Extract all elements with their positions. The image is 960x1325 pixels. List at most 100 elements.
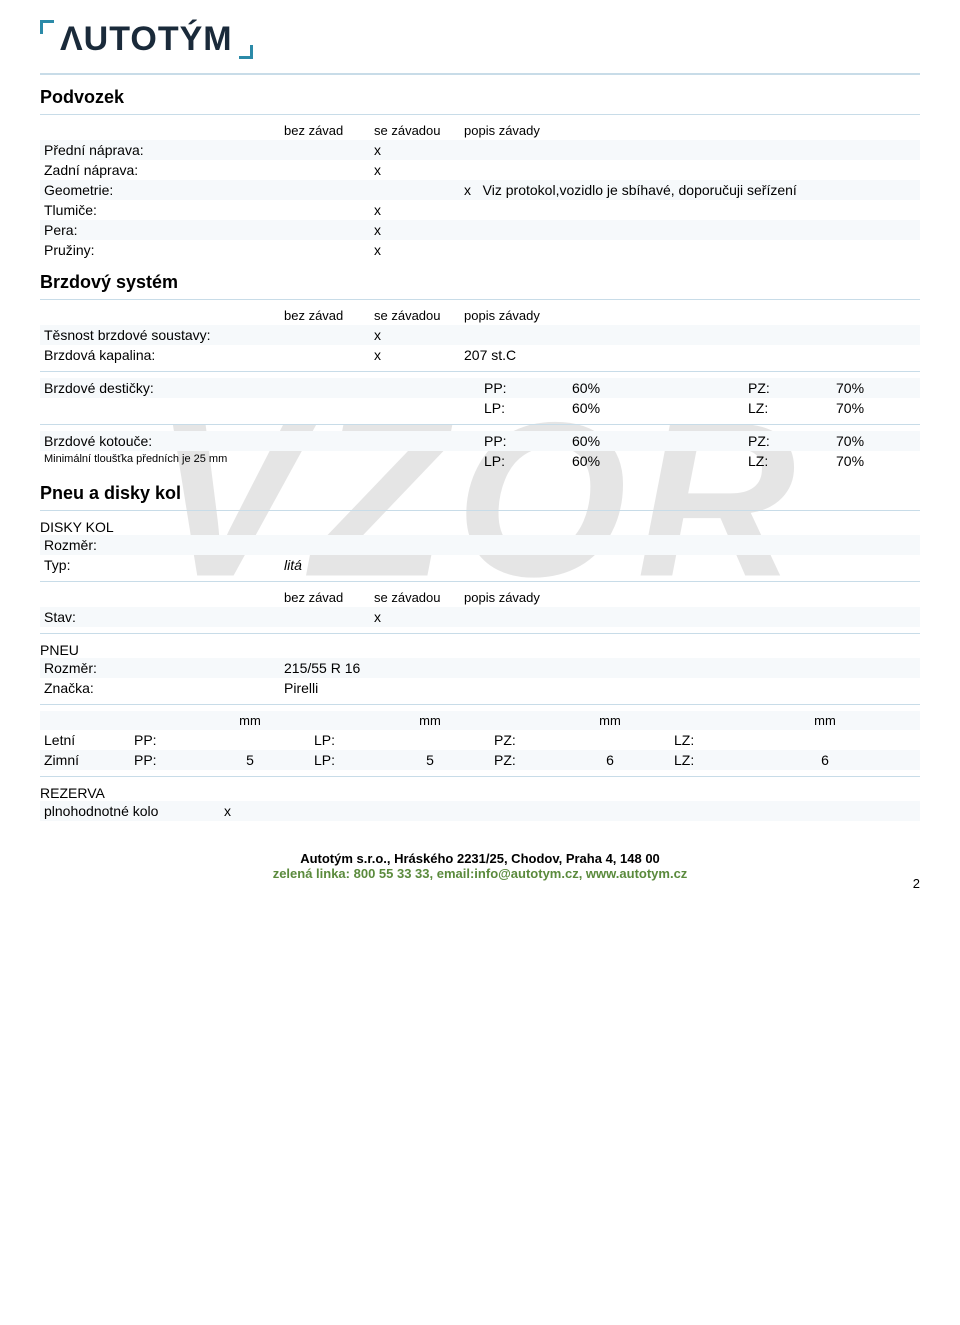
col-header: se závadou (370, 306, 460, 325)
cell: 70% (832, 378, 920, 398)
row-label: Tlumiče: (40, 200, 280, 220)
divider (40, 114, 920, 115)
row-label: Pružiny: (40, 240, 280, 260)
cell (280, 345, 370, 365)
divider (40, 581, 920, 582)
cell (190, 730, 310, 750)
cell: PZ: (490, 750, 550, 770)
row-label: Rozměr: (40, 535, 280, 555)
cell: x (370, 140, 460, 160)
cell: PZ: (744, 378, 832, 398)
cell (370, 180, 460, 200)
subheading-disky: DISKY KOL (40, 519, 920, 535)
cell (280, 200, 370, 220)
row-label: Brzdové kotouče: (40, 431, 480, 451)
table-disky: Rozměr: Typ: litá (40, 535, 920, 575)
section-title-podvozek: Podvozek (40, 87, 920, 108)
cell: 60% (568, 398, 656, 418)
row-label: Brzdová kapalina: (40, 345, 280, 365)
logo-text: ΛUTOTÝM (60, 20, 233, 59)
row-sublabel: Minimální tloušťka předních je 25 mm (40, 451, 480, 471)
logo: ΛUTOTÝM (40, 20, 920, 59)
logo-corner-tl-icon (40, 20, 54, 34)
cell: PZ: (490, 730, 550, 750)
cell: 60% (568, 431, 656, 451)
cell: litá (280, 555, 920, 575)
table-row: Pera: x (40, 220, 920, 240)
cell: 6 (550, 750, 670, 770)
row-label: Těsnost brzdové soustavy: (40, 325, 280, 345)
subheading-pneu: PNEU (40, 642, 920, 658)
cell: LP: (480, 451, 568, 471)
table-rezerva: plnohodnotné kolo x (40, 801, 920, 821)
cell (370, 730, 490, 750)
col-header: popis závady (460, 588, 920, 607)
row-label: plnohodnotné kolo (40, 801, 220, 821)
table-row: Těsnost brzdové soustavy: x (40, 325, 920, 345)
cell: LZ: (670, 730, 730, 750)
divider (40, 510, 920, 511)
col-header: mm (190, 711, 310, 730)
row-label: Rozměr: (40, 658, 280, 678)
cell: 5 (190, 750, 310, 770)
cell: x Viz protokol,vozidlo je sbíhavé, dopor… (460, 180, 920, 200)
cell: x (370, 345, 460, 365)
table-disky-stav: bez závad se závadou popis závady Stav: … (40, 588, 920, 627)
cell: LZ: (670, 750, 730, 770)
cell: 5 (370, 750, 490, 770)
cell: PZ: (744, 431, 832, 451)
divider (40, 633, 920, 634)
table-brzdovy: bez závad se závadou popis závady Těsnos… (40, 306, 920, 365)
cell (280, 140, 370, 160)
row-label: Značka: (40, 678, 280, 698)
cell: PP: (480, 378, 568, 398)
table-row: Pružiny: x (40, 240, 920, 260)
cell (280, 160, 370, 180)
cell (280, 220, 370, 240)
table-row: Přední náprava: x (40, 140, 920, 160)
table-brake-pads: Brzdové destičky: PP: 60% PZ: 70% LP: 60… (40, 378, 920, 418)
table-row: Letní PP: LP: PZ: LZ: (40, 730, 920, 750)
cell: 60% (568, 378, 656, 398)
cell (460, 220, 920, 240)
cell (460, 325, 920, 345)
cell: x (220, 801, 920, 821)
col-header: popis závady (460, 306, 920, 325)
cell (280, 535, 920, 555)
row-label: Brzdové destičky: (40, 378, 480, 398)
col-header: se závadou (370, 121, 460, 140)
cell: 207 st.C (460, 345, 920, 365)
table-brake-discs: Brzdové kotouče: PP: 60% PZ: 70% Minimál… (40, 431, 920, 471)
table-tire-depth: mm mm mm mm Letní PP: LP: PZ: LZ: Zimní … (40, 711, 920, 770)
cell: 70% (832, 451, 920, 471)
cell (280, 240, 370, 260)
cell: 6 (730, 750, 920, 770)
cell: LP: (310, 730, 370, 750)
cell: x (370, 325, 460, 345)
footer-line1: Autotým s.r.o., Hráského 2231/25, Chodov… (40, 851, 920, 866)
cell (460, 160, 920, 180)
section-title-pneu: Pneu a disky kol (40, 483, 920, 504)
col-header: mm (550, 711, 670, 730)
cell: PP: (130, 730, 190, 750)
table-row: Zadní náprava: x (40, 160, 920, 180)
table-podvozek: bez závad se závadou popis závady Přední… (40, 121, 920, 260)
cell (280, 180, 370, 200)
divider (40, 299, 920, 300)
cell: PP: (480, 431, 568, 451)
logo-corner-br-icon (239, 45, 253, 59)
cell: LZ: (744, 398, 832, 418)
section-title-brzdovy: Brzdový systém (40, 272, 920, 293)
divider (40, 73, 920, 75)
col-header: popis závady (460, 121, 920, 140)
col-header: mm (730, 711, 920, 730)
cell: 70% (832, 431, 920, 451)
cell (460, 200, 920, 220)
col-header: bez závad (280, 306, 370, 325)
cell: PP: (130, 750, 190, 770)
table-row: Tlumiče: x (40, 200, 920, 220)
cell: LP: (480, 398, 568, 418)
row-label: Přední náprava: (40, 140, 280, 160)
row-label: Typ: (40, 555, 280, 575)
cell (460, 140, 920, 160)
